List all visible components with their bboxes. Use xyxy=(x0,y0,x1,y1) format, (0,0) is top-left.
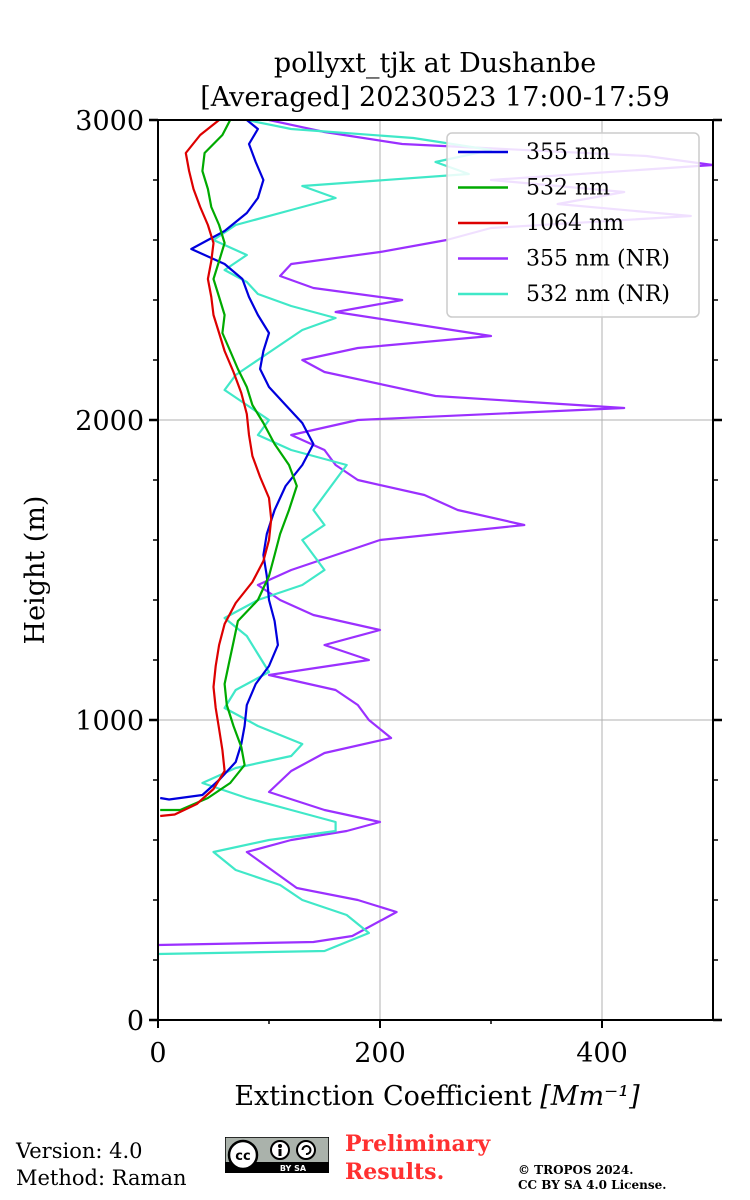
copyright-line1: © TROPOS 2024. xyxy=(518,1163,634,1177)
legend: 355 nm 532 nm 1064 nm 355 nm (NR) 532 nm (NR… xyxy=(446,132,700,318)
legend-label: 355 nm xyxy=(526,140,610,165)
x-tick-label: 200 xyxy=(354,1038,406,1069)
chart-subtitle: [Averaged] 20230523 17:00-17:59 xyxy=(200,82,670,113)
x-tick-label: 0 xyxy=(149,1038,166,1069)
plot-frame xyxy=(157,119,714,1021)
extinction-profile-chart: pollyxt_tjk at Dushanbe [Averaged] 20230… xyxy=(20,48,722,1112)
y-tick-label: 2000 xyxy=(75,406,144,437)
preliminary-line2: Results. xyxy=(345,1159,445,1185)
x-tick-label: 400 xyxy=(576,1038,628,1069)
legend-label: 532 nm (NR) xyxy=(526,282,670,307)
series-line-532-nm xyxy=(160,120,298,812)
chart-title: pollyxt_tjk at Dushanbe xyxy=(274,48,596,79)
x-axis-label-text: Extinction Coefficient xyxy=(234,1081,531,1112)
y-tick-label: 0 xyxy=(127,1006,144,1037)
version-text: Version: 4.0 xyxy=(16,1139,143,1163)
copyright-notice: © TROPOS 2024. CC BY SA 4.0 License. xyxy=(518,1163,666,1193)
x-axis-label-unit: [Mm⁻¹] xyxy=(540,1081,640,1112)
legend-label: 532 nm xyxy=(526,176,610,201)
preliminary-notice: Preliminary Results. xyxy=(345,1130,490,1186)
series-line-355-nm xyxy=(160,120,315,801)
x-axis-label: Extinction Coefficient [Mm⁻¹] xyxy=(234,1081,640,1112)
legend-label: 1064 nm xyxy=(526,211,624,236)
series-line-355-nm-nr- xyxy=(158,120,713,947)
cc-license-icon: cc-icon cc BY SA xyxy=(225,1137,329,1173)
y-tick-label: 3000 xyxy=(75,106,144,137)
axis-ticks: 0 200 400 0 1000 2000 3000 xyxy=(75,106,722,1069)
y-axis-label: Height (m) xyxy=(20,496,51,645)
method-text: Method: Raman xyxy=(16,1166,187,1190)
preliminary-line1: Preliminary xyxy=(345,1131,491,1157)
cc-badge-text: BY SA xyxy=(280,1164,307,1173)
copyright-line2: CC BY SA 4.0 License. xyxy=(518,1178,667,1192)
legend-label: 355 nm (NR) xyxy=(526,247,670,272)
svg-text:cc: cc xyxy=(235,1149,250,1164)
version-info: Version: 4.0 Method: Raman xyxy=(16,1138,187,1192)
y-tick-label: 1000 xyxy=(75,706,144,737)
series-line-1064-nm xyxy=(160,120,273,818)
series-group xyxy=(158,120,713,956)
series-line-532-nm-nr- xyxy=(158,120,493,956)
legend-box xyxy=(446,132,700,318)
